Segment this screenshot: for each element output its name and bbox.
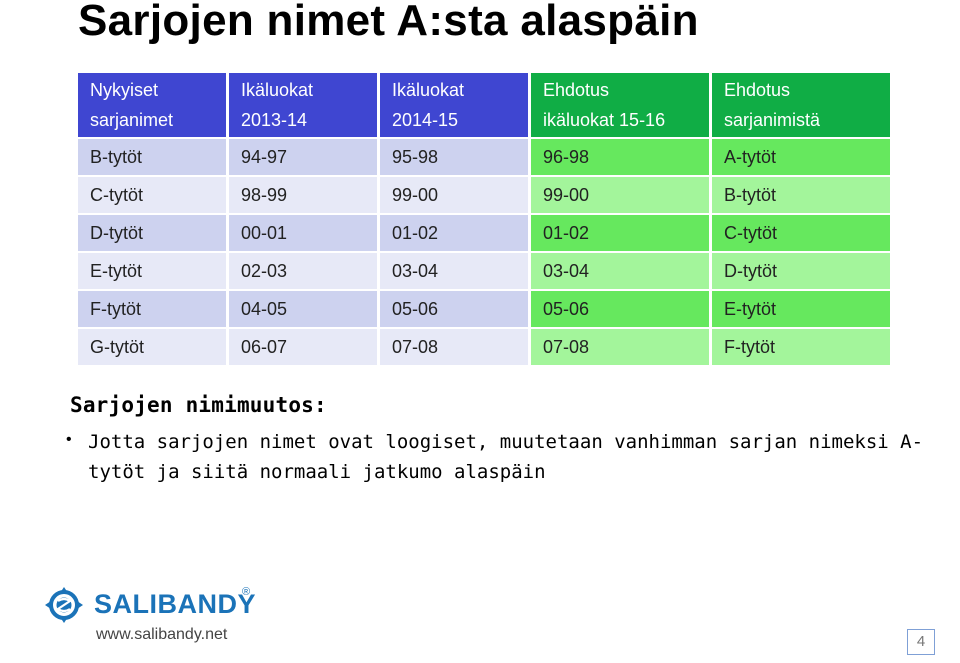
bullet-text: Jotta sarjojen nimet ovat loogiset, muut… xyxy=(88,431,924,483)
table-cell: 99-00 xyxy=(380,177,528,213)
table-cell: 02-03 xyxy=(229,253,377,289)
header-proposal-names: Ehdotus sarjanimistä xyxy=(712,73,890,137)
table-cell: F-tytöt xyxy=(78,291,226,327)
series-table: Nykyiset sarjanimet Ikäluokat 2013-14 Ikäl… xyxy=(75,71,893,367)
table-cell: G-tytöt xyxy=(78,329,226,365)
table-cell: C-tytöt xyxy=(712,215,890,251)
salibandy-logo: SALIBANDY ® xyxy=(42,584,272,626)
table-row: B-tytöt 94-97 95-98 96-98 A-tytöt xyxy=(78,139,890,175)
table-row: F-tytöt 04-05 05-06 05-06 E-tytöt xyxy=(78,291,890,327)
table-row: C-tytöt 98-99 99-00 99-00 B-tytöt xyxy=(78,177,890,213)
table-cell: 01-02 xyxy=(380,215,528,251)
table-cell: 99-00 xyxy=(531,177,709,213)
header-current-names: Nykyiset sarjanimet xyxy=(78,73,226,137)
table-cell: B-tytöt xyxy=(712,177,890,213)
table-cell: 05-06 xyxy=(531,291,709,327)
table-cell: 98-99 xyxy=(229,177,377,213)
table-cell: 07-08 xyxy=(380,329,528,365)
bullet-dot-icon: • xyxy=(66,431,72,448)
table-cell: C-tytöt xyxy=(78,177,226,213)
table-cell: A-tytöt xyxy=(712,139,890,175)
table-row: E-tytöt 02-03 03-04 03-04 D-tytöt xyxy=(78,253,890,289)
table-cell: 03-04 xyxy=(531,253,709,289)
website-link[interactable]: www.salibandy.net xyxy=(96,626,228,643)
table-cell: D-tytöt xyxy=(712,253,890,289)
page-number: 4 xyxy=(907,629,935,655)
header-ages-2013-14: Ikäluokat 2013-14 xyxy=(229,73,377,137)
table-row: G-tytöt 06-07 07-08 07-08 F-tytöt xyxy=(78,329,890,365)
table-cell: 95-98 xyxy=(380,139,528,175)
table-cell: 06-07 xyxy=(229,329,377,365)
table-cell: 04-05 xyxy=(229,291,377,327)
table-header-row: Nykyiset sarjanimet Ikäluokat 2013-14 Ikäl… xyxy=(78,73,890,137)
table-cell: 96-98 xyxy=(531,139,709,175)
table-cell: 03-04 xyxy=(380,253,528,289)
slide-title: Sarjojen nimet A:sta alaspäin xyxy=(78,0,699,45)
table-cell: 01-02 xyxy=(531,215,709,251)
table-cell: B-tytöt xyxy=(78,139,226,175)
table-cell: 00-01 xyxy=(229,215,377,251)
bullet-item: • Jotta sarjojen nimet ovat loogiset, mu… xyxy=(66,427,936,487)
section-subtitle: Sarjojen nimimuutos: xyxy=(70,393,327,417)
header-ages-2014-15: Ikäluokat 2014-15 xyxy=(380,73,528,137)
table-cell: E-tytöt xyxy=(712,291,890,327)
table-cell: D-tytöt xyxy=(78,215,226,251)
table-cell: 05-06 xyxy=(380,291,528,327)
header-proposal-ages: Ehdotus ikäluokat 15-16 xyxy=(531,73,709,137)
table-cell: 94-97 xyxy=(229,139,377,175)
table-row: D-tytöt 00-01 01-02 01-02 C-tytöt xyxy=(78,215,890,251)
table-cell: E-tytöt xyxy=(78,253,226,289)
table-cell: 07-08 xyxy=(531,329,709,365)
registered-mark: ® xyxy=(242,586,251,598)
floorball-ball-icon xyxy=(45,587,83,623)
table-cell: F-tytöt xyxy=(712,329,890,365)
logo-text: SALIBANDY xyxy=(94,589,257,619)
